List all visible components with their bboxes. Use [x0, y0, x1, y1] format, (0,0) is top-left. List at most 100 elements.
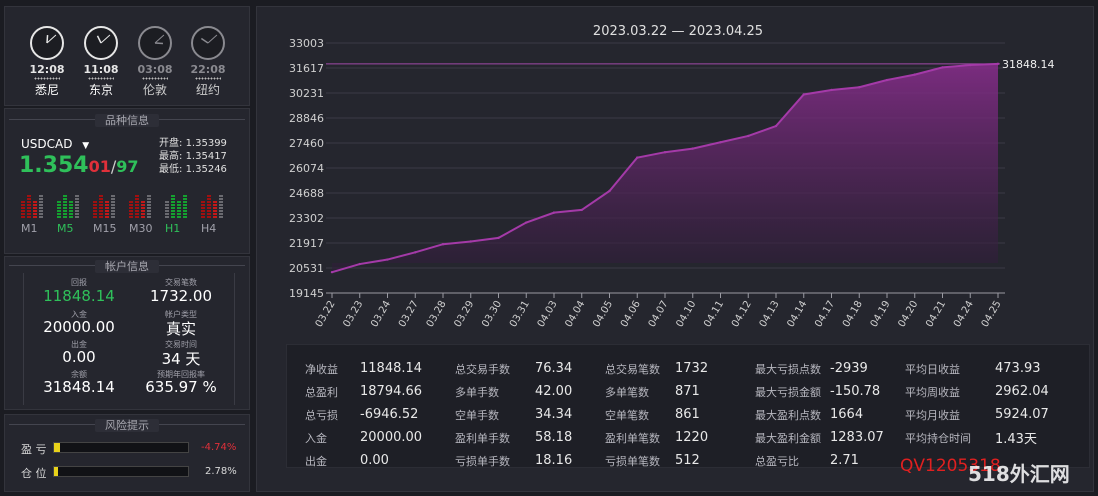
clock-time: 03:08	[137, 63, 173, 76]
x-tick-label: 04.07	[647, 299, 671, 329]
x-tick-label: 04.06	[619, 299, 643, 329]
balance-label: 余额	[71, 370, 87, 379]
x-tick-label: 03.30	[480, 299, 504, 329]
equity-area	[332, 63, 998, 273]
stat-label: 最大盈利金额	[755, 431, 821, 445]
stat-row: 最大盈利金额 1283.07	[755, 426, 905, 449]
current-price: 1.35401/97	[19, 153, 139, 178]
x-tick-label: 04.18	[841, 299, 865, 329]
timeframe-label: H1	[165, 222, 181, 235]
stat-value: -6946.52	[360, 407, 419, 422]
equity-point	[802, 93, 805, 96]
stat-row: 总交易笔数 1732	[605, 357, 755, 380]
clock-time: 12:08	[29, 63, 65, 76]
equity-point	[774, 124, 778, 128]
stat-value: 42.00	[535, 384, 573, 399]
account-type-value: 真实	[165, 320, 196, 338]
stat-label: 总亏损	[305, 408, 338, 422]
symbol-info-panel: 品种信息 USDCAD ▼ 1.35401/97 开盘: 1.35399 最高:…	[4, 108, 250, 254]
clock-3: 22:08 纽约	[188, 25, 228, 98]
stat-label: 空单笔数	[605, 408, 649, 422]
equity-point	[691, 147, 694, 150]
stat-label: 盈利单手数	[455, 431, 510, 445]
profit-loss-label: 盈 亏	[21, 443, 47, 456]
x-tick-label: 03.28	[425, 299, 449, 329]
stat-value: 18.16	[535, 453, 573, 468]
account-type-label: 帐户类型	[165, 310, 197, 319]
timeframe-label: M15	[93, 222, 117, 235]
clock-1: 11:08 东京	[81, 25, 121, 98]
position-value: 2.78%	[205, 466, 237, 477]
timeframe-m30[interactable]: M30	[129, 187, 153, 235]
stat-row: 多单手数 42.00	[455, 380, 605, 403]
clock-time: 11:08	[83, 63, 119, 76]
y-tick-label: 33003	[289, 37, 324, 50]
x-tick-label: 04.05	[591, 299, 615, 329]
stat-row: 亏损单手数 18.16	[455, 449, 605, 472]
stat-value: -2939	[830, 361, 868, 376]
x-tick-label: 03.27	[397, 299, 421, 329]
y-tick-label: 20531	[289, 262, 324, 275]
y-tick-label: 28846	[289, 112, 324, 125]
stat-row: 入金 20000.00	[305, 426, 455, 449]
stat-row: 盈利单笔数 1220	[605, 426, 755, 449]
timeframe-m5[interactable]: M5	[57, 187, 81, 235]
stat-label: 最大盈利点数	[755, 408, 821, 422]
account-info-title: 帐户信息	[5, 258, 249, 273]
equity-point	[525, 221, 528, 224]
stat-value: 1.43天	[995, 432, 1037, 447]
timeframe-m15[interactable]: M15	[93, 187, 117, 235]
y-tick-label: 31617	[289, 62, 324, 75]
y-tick-label: 23302	[289, 212, 324, 225]
timeframe-label: M30	[129, 222, 153, 235]
clock-icon	[84, 26, 118, 60]
trades-value: 1732.00	[149, 287, 213, 305]
clock-0: 12:08 悉尼	[27, 25, 67, 98]
symbol-selector[interactable]: USDCAD ▼	[21, 137, 89, 151]
x-tick-label: 04.25	[980, 299, 1004, 329]
stat-row: 平均日收益 473.93	[905, 357, 1055, 380]
stat-row: 空单笔数 861	[605, 403, 755, 426]
timeframe-label: M5	[57, 222, 74, 235]
stats-column: 总交易手数 76.34 多单手数 42.00 空单手数 34.34 盈利单手数 58.18 亏损…	[455, 357, 605, 472]
stat-row: 亏损单笔数 512	[605, 449, 755, 472]
stat-label: 多单笔数	[605, 385, 649, 399]
stat-label: 最大亏损点数	[755, 362, 821, 376]
clock-icon	[30, 26, 64, 60]
chart-title: 2023.03.22 — 2023.04.25	[593, 24, 763, 39]
stat-row: 净收益 11848.14	[305, 357, 455, 380]
trade-time-value: 34 天	[161, 350, 201, 368]
profit-loss-value: -4.74%	[201, 442, 237, 453]
chevron-down-icon: ▼	[82, 141, 90, 151]
stat-value: 1664	[830, 407, 864, 422]
stat-row: 总盈亏比 2.71	[755, 449, 905, 472]
stat-label: 总交易笔数	[605, 362, 660, 376]
x-tick-label: 04.12	[730, 299, 754, 329]
timeframe-h4[interactable]: H4	[201, 187, 225, 235]
x-tick-label: 04.11	[702, 299, 726, 329]
equity-point	[830, 88, 833, 92]
stats-column: 平均日收益 473.93 平均周收益 2962.04 平均月收益 5924.07 平均持仓时…	[905, 357, 1055, 472]
equity-point	[552, 211, 556, 214]
x-tick-label: 03.24	[369, 299, 393, 329]
stat-row: 平均月收益 5924.07	[905, 403, 1055, 426]
timeframe-m1[interactable]: M1	[21, 187, 45, 235]
clock-2: 03:08 伦敦	[135, 25, 175, 98]
deposit-value: 20000.00	[43, 318, 115, 336]
x-tick-label: 03.31	[508, 299, 532, 329]
clock-icon	[138, 26, 172, 60]
stat-row: 总亏损 -6946.52	[305, 403, 455, 426]
clock-panel: 12:08 悉尼 11:08 东京 03:08 伦敦 22:08 纽约	[4, 6, 250, 106]
risk-panel: 风险提示 盈 亏 -4.74% 仓 位 2.78%	[4, 414, 250, 492]
equity-point	[747, 134, 750, 138]
clock-city: 伦敦	[142, 83, 167, 97]
stat-label: 亏损单笔数	[605, 454, 660, 468]
stat-row: 最大亏损点数 -2939	[755, 357, 905, 380]
equity-point	[858, 86, 861, 89]
x-tick-label: 04.17	[813, 299, 837, 329]
annual-return-value: 635.97 %	[145, 378, 217, 396]
equity-point	[608, 189, 611, 193]
timeframe-h1[interactable]: H1	[165, 187, 189, 235]
equity-point	[497, 236, 500, 240]
stat-label: 空单手数	[455, 408, 499, 422]
